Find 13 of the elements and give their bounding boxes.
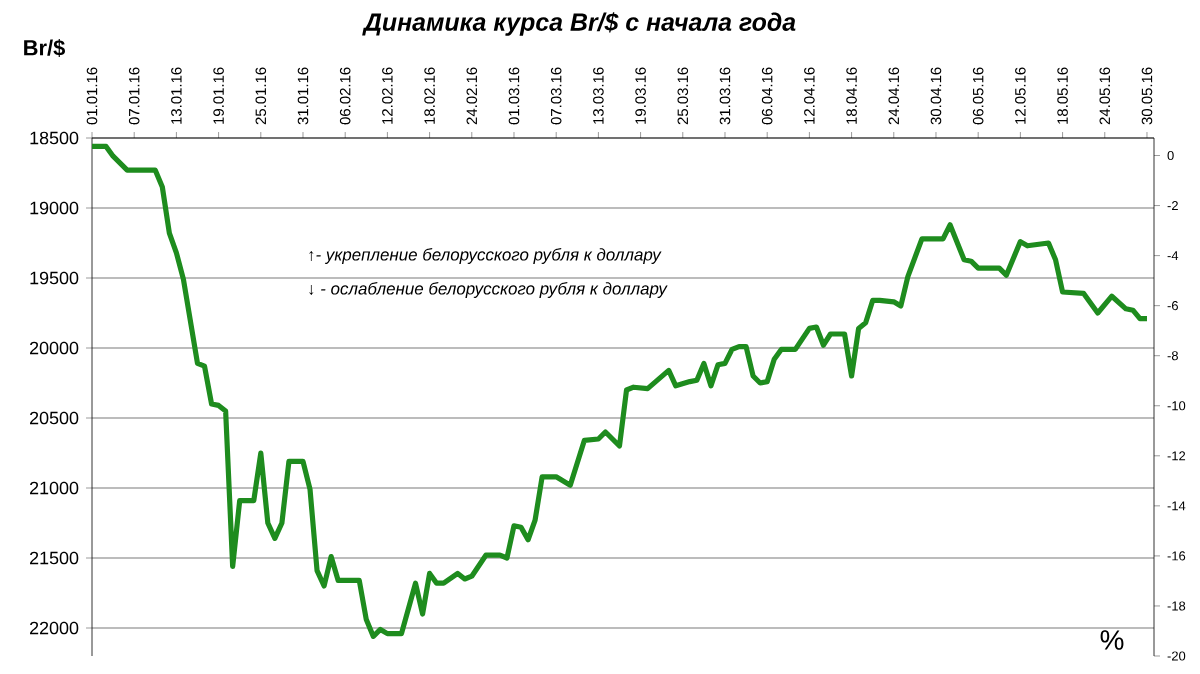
y2-axis-title: %	[1100, 630, 1124, 650]
y-tick-label: 19500	[30, 271, 79, 285]
y-tick-label: 20000	[30, 341, 79, 355]
y-axis-title: Br/$	[24, 39, 65, 57]
annotation: ↑- укрепление белорусского рубля к доллару	[309, 248, 662, 264]
y-tick-label: 19000	[30, 201, 79, 215]
y-tick-label: 21000	[30, 481, 79, 495]
y-tick-label: 20500	[30, 411, 79, 425]
y-tick-label: 18500	[30, 131, 79, 145]
annotation: ↓ - ослабление белорусского рубля к доллару	[309, 282, 668, 298]
chart-title: Динамика курса Br/$ с начала года	[362, 12, 796, 36]
y-tick-label: 21500	[30, 551, 79, 565]
y-tick-label: 22000	[30, 621, 79, 635]
